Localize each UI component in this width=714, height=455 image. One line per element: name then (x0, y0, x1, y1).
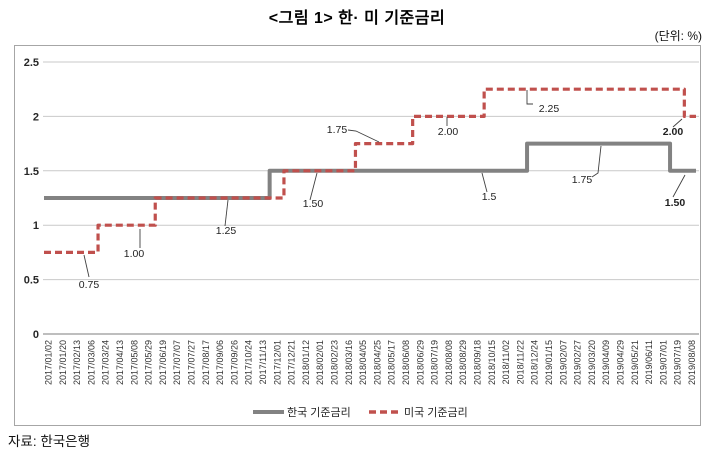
x-axis-tick-label: 2019/03/20 (587, 340, 597, 385)
annotation-leader-line (347, 129, 380, 143)
annotation-leader-line (481, 172, 488, 193)
annotation-leader-line (591, 145, 602, 178)
data-label: 2.25 (539, 103, 560, 115)
unit-label: (단위: %) (654, 29, 702, 43)
x-axis-tick-label: 2019/08/08 (687, 340, 697, 385)
x-axis-tick-label: 2018/06/08 (401, 340, 411, 385)
x-axis-tick-label: 2017/06/19 (158, 340, 168, 385)
x-axis-tick-label: 2018/01/12 (301, 340, 311, 385)
x-axis-tick-label: 2018/10/15 (487, 340, 497, 385)
x-axis-tick-label: 2018/08/29 (458, 340, 468, 385)
us-rate-line (44, 87, 696, 254)
x-axis-tick-label: 2018/08/08 (444, 340, 454, 385)
x-axis-tick-label: 2018/11/02 (501, 340, 511, 384)
figure-title: <그림 1> 한· 미 기준금리 (268, 10, 446, 27)
data-label: 1.50 (665, 197, 686, 209)
x-axis-tick-label: 2017/01/20 (58, 340, 68, 385)
x-axis-tick-label: 2018/02/23 (330, 340, 340, 385)
x-axis-tick-label: 2017/03/24 (101, 340, 111, 385)
x-axis-tick-label: 2018/11/22 (515, 340, 525, 384)
y-axis-tick-label: 1 (33, 220, 39, 232)
data-label: 1.00 (124, 248, 145, 260)
x-axis-tick-label: 2019/07/01 (658, 340, 668, 385)
x-axis-tick-label: 2018/06/29 (415, 340, 425, 385)
x-axis-tick-label: 2018/12/24 (530, 340, 540, 385)
y-axis-tick-label: 2 (33, 111, 39, 123)
x-axis-tick-label: 2019/04/29 (616, 340, 626, 385)
x-axis-tick-label: 2018/09/18 (473, 340, 483, 385)
x-axis-tick-label: 2017/07/27 (187, 340, 197, 385)
base-rate-chart: 0 0.5 1 1.5 2 2.5 2017/01/02 2017/01/20 2017/02/… (24, 57, 699, 419)
x-axis-tick-label: 2017/11/13 (258, 340, 268, 384)
x-axis-tick-label: 2019/07/19 (673, 340, 683, 385)
x-axis-tick-label: 2019/01/15 (544, 340, 554, 385)
data-label: 2.00 (438, 126, 459, 138)
x-axis-tick-label: 2017/03/06 (86, 340, 96, 385)
annotation-leader-line (672, 118, 683, 128)
y-axis-tick-label: 1.5 (24, 166, 39, 178)
x-axis-tick-label: 2017/12/01 (272, 340, 282, 385)
x-axis-tick-label: 2017/09/26 (229, 340, 239, 385)
annotation-leader-line (309, 172, 318, 201)
y-axis-tick-label: 0 (33, 329, 39, 341)
x-axis-tick-label: 2018/04/25 (372, 340, 382, 385)
x-axis-tick-label: 2017/05/08 (129, 340, 139, 385)
x-axis-tick-label: 2019/02/07 (558, 340, 568, 385)
korea-rate-line (44, 141, 696, 200)
legend-us-label: 미국 기준금리 (404, 406, 468, 419)
x-axis-tick-label: 2018/05/17 (387, 340, 397, 385)
x-axis-tick-label: 2017/01/02 (44, 340, 54, 385)
data-label: 1.5 (482, 191, 497, 203)
x-axis-tick-label: 2019/02/27 (573, 340, 583, 385)
x-axis-tick-label: 2017/07/07 (172, 340, 182, 385)
y-axis-tick-label: 0.5 (24, 275, 39, 287)
data-label: 0.75 (79, 279, 100, 291)
x-axis-tick-label: 2019/05/21 (630, 340, 640, 385)
y-axis-tick-label: 2.5 (24, 57, 39, 69)
x-axis-tick-label: 2017/02/13 (72, 340, 82, 385)
x-axis-tick-label: 2018/04/05 (358, 340, 368, 385)
data-label: 1.50 (303, 198, 324, 210)
data-label: 1.75 (572, 174, 593, 186)
x-axis-tick-label: 2018/02/01 (315, 340, 325, 385)
annotation-leader-line (526, 90, 533, 105)
x-axis-tick-label: 2019/04/09 (601, 340, 611, 385)
data-label: 1.75 (327, 124, 348, 136)
x-axis-tick-label: 2017/04/13 (115, 340, 125, 385)
annotation-leader-line (83, 254, 90, 278)
data-label: 1.25 (216, 225, 237, 237)
x-axis-tick-label: 2017/08/17 (201, 340, 211, 385)
data-label: 2.00 (663, 126, 684, 138)
annotation-leader-line (672, 174, 686, 198)
x-axis-tick-label: 2018/03/16 (344, 340, 354, 385)
legend-korea-label: 한국 기준금리 (287, 406, 351, 419)
x-axis-tick-label: 2019/06/11 (644, 340, 654, 384)
x-axis-tick-label: 2017/12/21 (287, 340, 297, 385)
x-axis-tick-label: 2017/09/06 (215, 340, 225, 385)
annotation-leader-line (224, 199, 229, 227)
x-axis-tick-label: 2018/07/19 (430, 340, 440, 385)
x-axis-tick-label: 2017/10/24 (244, 340, 254, 385)
source-note: 자료: 한국은행 (8, 434, 91, 449)
chart-plot-box: 0 0.5 1 1.5 2 2.5 2017/01/02 2017/01/20 2017/02/… (14, 45, 701, 426)
x-axis-tick-label: 2017/05/29 (144, 340, 154, 385)
